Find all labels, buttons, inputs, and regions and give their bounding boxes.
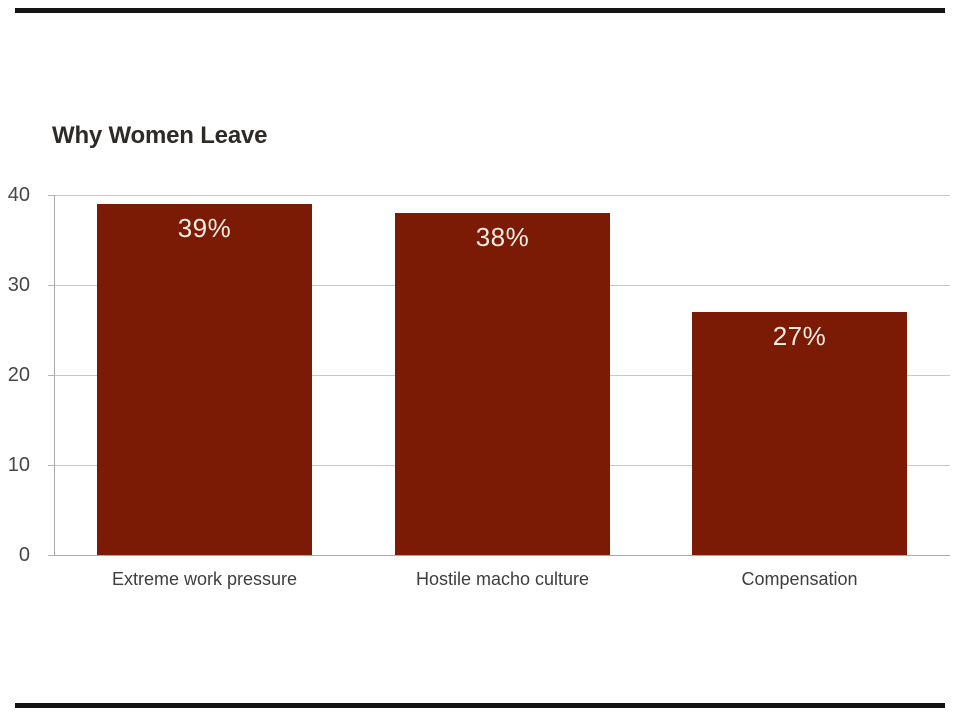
category-label-2: Hostile macho culture xyxy=(415,569,590,589)
bar-value-label: 38% xyxy=(475,222,530,252)
bar-value-label: 39% xyxy=(177,213,232,243)
chart-title: Why Women Leave xyxy=(52,122,268,149)
y-axis-label-30: 30 xyxy=(7,274,30,296)
category-label-3: Compensation xyxy=(741,569,858,589)
bar-2: 38% xyxy=(395,213,610,555)
top-border-rule xyxy=(15,8,945,13)
bar-1: 39% xyxy=(97,204,312,555)
y-axis-tick-mark xyxy=(48,555,54,556)
y-axis-label-20: 20 xyxy=(7,364,30,386)
bar-3: 27% xyxy=(692,312,907,555)
y-axis-tick-mark xyxy=(48,465,54,466)
y-axis-tick-mark xyxy=(48,285,54,286)
y-axis-label-40: 40 xyxy=(7,184,30,206)
y-axis-tick-mark xyxy=(48,375,54,376)
gridline-y40 xyxy=(55,195,950,196)
y-axis-tick-mark xyxy=(48,195,54,196)
y-axis-label-10: 10 xyxy=(7,454,30,476)
category-label-1: Extreme work pressure xyxy=(111,569,298,589)
bar-value-label: 27% xyxy=(772,321,827,351)
bar-chart-plot-area: 0 10 20 30 40 39% Extreme work pressure 38% Host… xyxy=(8,185,950,588)
y-axis-label-0: 0 xyxy=(18,544,30,566)
bottom-border-rule xyxy=(15,703,945,708)
